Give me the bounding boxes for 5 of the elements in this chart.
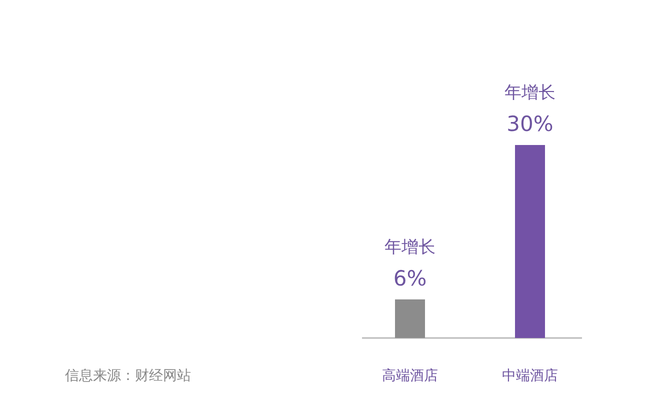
text: 信息来源：财经网站: [65, 368, 191, 384]
data-label: 年增长 30%: [504, 83, 556, 136]
data-label: 年增长 6%: [384, 237, 436, 290]
x-tick-label: 中端酒店: [502, 368, 558, 384]
x-tick-label: 高端酒店: [382, 368, 438, 384]
